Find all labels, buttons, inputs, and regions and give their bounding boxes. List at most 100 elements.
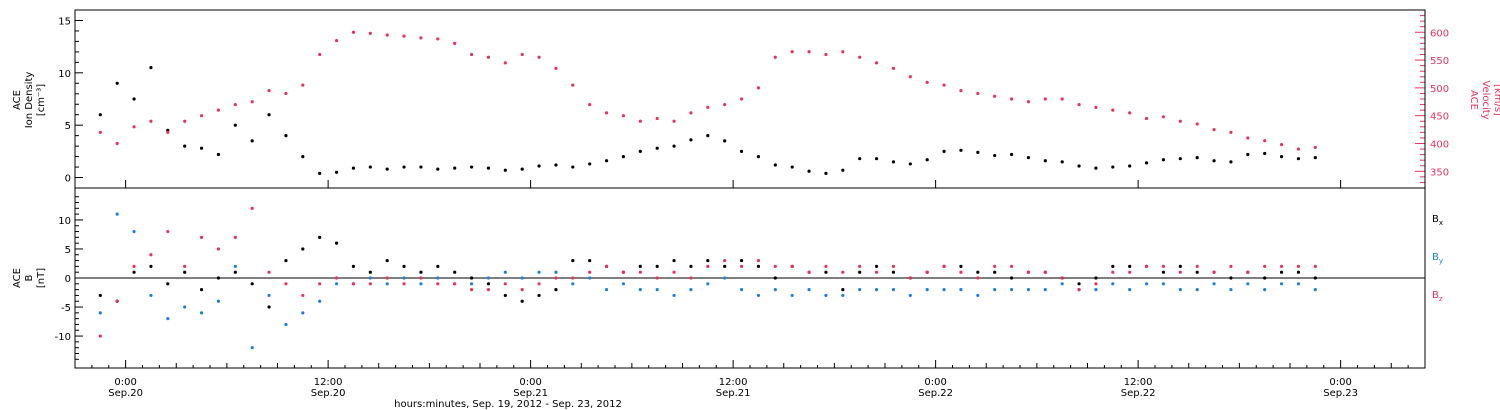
velocity-point [1043,97,1047,101]
velocity-point [199,114,204,118]
density-point [604,159,609,163]
velocity-point [976,91,980,96]
bz-point [149,253,153,257]
by-point [858,288,862,292]
b-tick-label: 10 [58,216,71,227]
time-axis-ticks: 0:00Sep.2012:00Sep.200:00Sep.2112:00Sep.… [91,180,1409,399]
velocity-point [166,130,170,134]
time-tick-label: 0:00 [114,377,136,388]
bx-point [689,264,693,268]
legend-bz: Bz [1432,290,1443,303]
density-point [858,157,862,161]
bz-point [216,247,221,251]
density-point [1026,156,1031,160]
bx-point [773,276,777,280]
bx-point [1077,282,1081,286]
bz-point [233,235,237,239]
velocity-point [250,100,254,104]
by-point [503,270,507,274]
density-point [1263,151,1267,156]
velocity-point [385,33,389,37]
velocity-point [723,102,727,107]
by-point [199,311,204,315]
bx-point [1263,276,1267,280]
magnetic-field-frame [74,187,1426,369]
velocity-point [773,55,777,59]
density-axis-ticks: 0 5 10 15 [58,16,83,185]
bx-point [284,258,288,263]
bz-point [1313,264,1317,268]
bx-point [571,258,575,263]
bz-point [874,270,879,274]
bx-point [149,264,153,268]
by-point [756,293,761,298]
velocity-tick-label: 450 [1430,112,1449,123]
date-tick-label: Sep.21 [513,388,548,399]
bx-point [385,258,389,263]
velocity-point [469,52,474,57]
density-point [1111,165,1115,169]
density-point [1060,160,1064,164]
date-tick-label: Sep.22 [918,388,953,399]
density-label-line-1: ACE [12,90,23,110]
velocity-point [604,111,609,115]
bx-point [1009,276,1014,280]
by-point [1296,282,1301,286]
bx-point [993,270,997,274]
velocity-point [790,50,794,54]
bx-point [419,270,423,274]
bz-point [1296,264,1301,268]
velocity-point [149,119,153,123]
by-point [385,282,389,286]
bz-point [1009,264,1014,268]
bx-point [469,276,474,280]
b-tick-label: 5 [65,245,71,256]
bx-point [959,264,963,268]
by-point [368,276,372,280]
by-point [1009,288,1014,292]
density-point [1128,164,1132,168]
bz-point [1077,288,1081,292]
density-point [773,163,777,167]
density-point [993,153,997,158]
by-point [841,293,845,298]
bx-point [301,247,305,251]
velocity-point [351,30,356,34]
bz-point [1279,264,1284,268]
velocity-label-line-1: ACE [1468,90,1479,110]
bz-point [959,270,963,274]
velocity-point [436,37,440,41]
bx-point [166,282,170,286]
bz-point [250,206,254,210]
by-point [115,212,119,216]
density-point [588,162,592,166]
x-axis-label: hours:minutes, Sep. 19, 2012 - Sep. 23, … [394,399,622,410]
by-point [773,288,777,292]
bz-point [486,288,491,292]
density-point [199,146,204,150]
velocity-point [419,36,423,40]
bx-point [1296,270,1301,274]
bx-point [98,293,102,298]
by-point [1178,288,1182,292]
velocity-point [756,86,761,90]
density-tick-label: 0 [65,174,71,185]
bz-point [503,282,507,286]
by-point [149,293,153,298]
density-point [874,157,879,161]
velocity-point [672,119,676,123]
time-tick-label: 12:00 [719,377,748,388]
velocity-point [588,102,592,107]
by-point [824,293,828,298]
bz-point [166,229,170,234]
date-tick-label: Sep.20 [108,388,143,399]
density-point [824,171,828,175]
velocity-point [706,105,710,109]
by-point [284,322,288,327]
bx-point [250,282,254,286]
bz-point [419,276,423,280]
by-point [1313,288,1317,292]
velocity-point [1296,147,1301,151]
velocity-point [807,50,811,54]
by-point [925,288,929,292]
